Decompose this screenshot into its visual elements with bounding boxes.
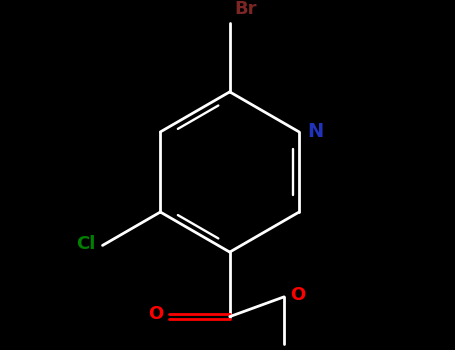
Text: Cl: Cl	[76, 235, 96, 253]
Text: O: O	[148, 306, 163, 323]
Text: O: O	[290, 286, 305, 303]
Text: Br: Br	[234, 0, 257, 19]
Text: N: N	[307, 122, 323, 141]
